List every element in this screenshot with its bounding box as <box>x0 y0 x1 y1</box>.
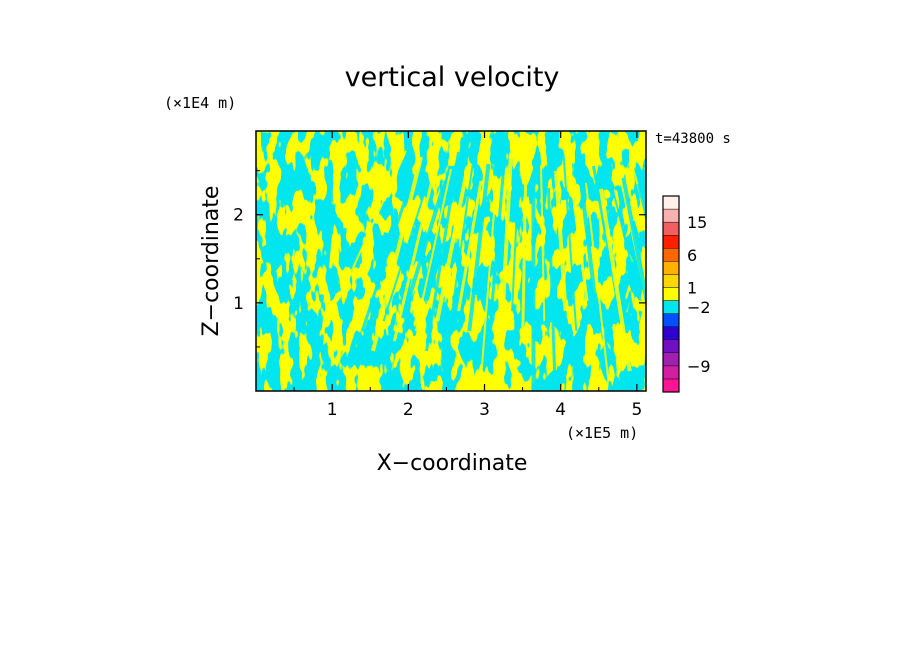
colorbar-label: −2 <box>687 298 711 317</box>
colorbar-level <box>662 248 680 262</box>
colorbar-level <box>662 313 680 327</box>
wave-stripe <box>371 156 423 352</box>
wave-stripe <box>446 157 475 342</box>
wave-stripe <box>435 174 468 322</box>
x-tick-label: 2 <box>403 400 414 420</box>
wave-stripe <box>607 171 642 302</box>
wave-stripe <box>360 173 415 332</box>
wave-stripe <box>585 182 610 382</box>
wave-stripe <box>479 186 497 391</box>
x-tick-label: 5 <box>631 400 642 420</box>
x-unit-label: (×1E5 m) <box>566 424 638 442</box>
colorbar-level <box>662 234 680 249</box>
colorbar <box>662 195 680 393</box>
colorbar-level <box>662 274 680 288</box>
y-axis-label: Z−coordinate <box>199 186 224 337</box>
wave-stripe <box>392 162 438 342</box>
wave-stripe <box>425 151 460 352</box>
colorbar-level <box>662 378 680 393</box>
x-tick-label: 4 <box>555 400 566 420</box>
wave-stripe <box>382 179 430 322</box>
colorbar-level <box>662 300 680 314</box>
wave-stripe <box>569 176 589 302</box>
wave-stripe <box>457 180 483 312</box>
wave-stripe <box>467 163 491 332</box>
wave-stripe <box>403 185 446 312</box>
colorbar-level <box>662 195 680 210</box>
colorbar-labels: 15 6 1−2 −9 <box>687 213 711 376</box>
wave-stripe <box>562 153 578 332</box>
wave-stripe <box>350 150 407 272</box>
wave-stripe <box>540 164 546 322</box>
velocity-field <box>256 131 646 391</box>
wave-stripe <box>554 170 568 312</box>
colorbar-label: 15 <box>687 213 707 232</box>
y-axis-ticks: 12 <box>233 170 646 348</box>
colorbar-level <box>662 208 680 223</box>
x-tick-label: 1 <box>327 400 338 420</box>
colorbar-level <box>662 365 680 380</box>
colorbar-level <box>662 339 680 354</box>
wave-stripe <box>499 152 513 342</box>
colorbar-frame <box>662 195 680 393</box>
y-unit-label: (×1E4 m) <box>164 94 236 112</box>
x-axis-label: X−coordinate <box>377 451 528 476</box>
wave-stripes <box>350 150 646 391</box>
wave-stripe <box>621 177 646 308</box>
wave-stripe <box>511 175 520 312</box>
plot-frame <box>255 130 647 392</box>
x-axis-ticks: 1 2 3 4 5 <box>293 131 642 420</box>
time-label: t=43800 s <box>655 131 731 147</box>
colorbar-label: 6 <box>687 246 697 265</box>
y-tick-label: 2 <box>233 206 244 226</box>
wave-stripe <box>547 187 557 382</box>
colorbar-level <box>662 326 680 340</box>
colorbar-label: −9 <box>687 357 711 376</box>
wave-stripe <box>599 188 632 372</box>
wave-stripe <box>521 158 528 332</box>
colorbar-level <box>662 221 680 236</box>
wave-stripe <box>414 168 452 332</box>
colorbar-level <box>662 287 680 301</box>
colorbar-level <box>662 352 680 367</box>
wave-stripe <box>489 169 505 322</box>
x-tick-label: 3 <box>479 400 490 420</box>
wave-stripe <box>576 159 600 322</box>
chart-title: vertical velocity <box>345 62 560 93</box>
colorbar-level <box>662 261 680 275</box>
colorbar-label: 1 <box>687 278 697 297</box>
y-tick-label: 1 <box>233 294 244 314</box>
